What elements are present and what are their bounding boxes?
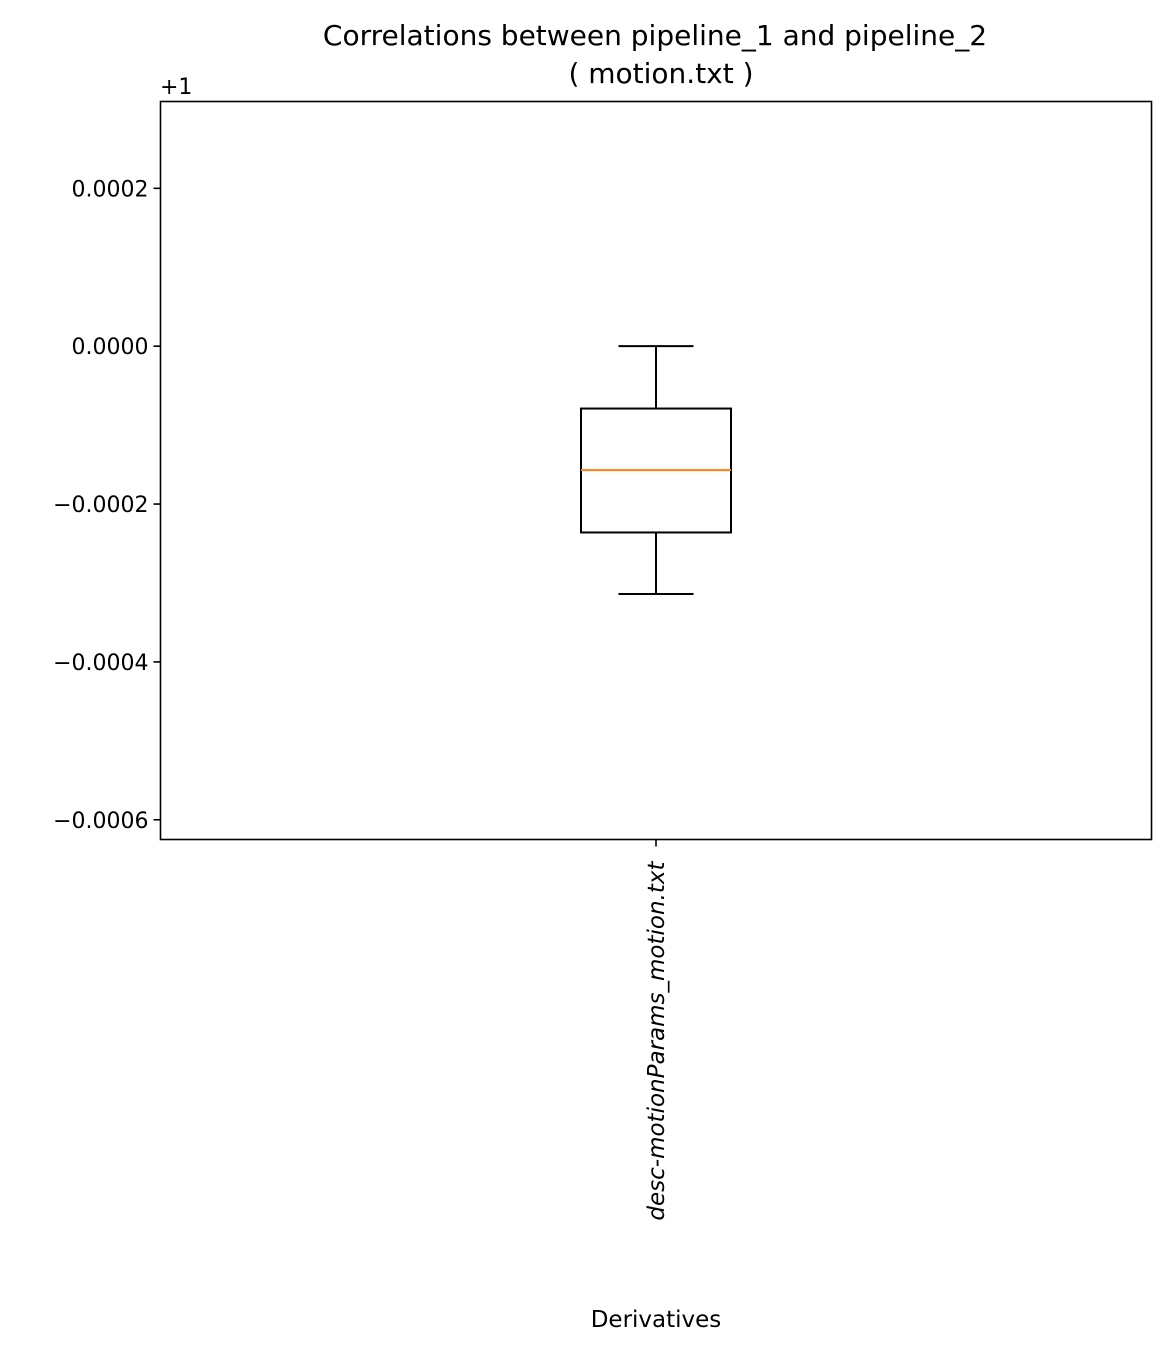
- y-tick-label: 0.0002: [72, 177, 149, 202]
- x-axis-ticks: desc-motionParams_motion.txt: [644, 839, 670, 1221]
- y-tick-label: −0.0004: [53, 651, 148, 676]
- y-tick-label: −0.0006: [53, 809, 148, 834]
- chart-title-line-1: Correlations between pipeline_1 and pipe…: [323, 19, 987, 52]
- chart-title-line-2: ( motion.txt ): [568, 57, 753, 90]
- x-tick-label: desc-motionParams_motion.txt: [644, 861, 670, 1221]
- y-tick-label: 0.0000: [72, 335, 149, 360]
- y-axis-ticks: 0.0002 0.0000 −0.0002 −0.0004 −0.0006: [53, 177, 161, 834]
- plot-frame: [159, 100, 1153, 841]
- box-plot-series: [580, 345, 732, 596]
- y-offset-label: +1: [160, 75, 192, 100]
- x-axis-label: Derivatives: [591, 1307, 722, 1333]
- y-tick-label: −0.0002: [53, 493, 148, 518]
